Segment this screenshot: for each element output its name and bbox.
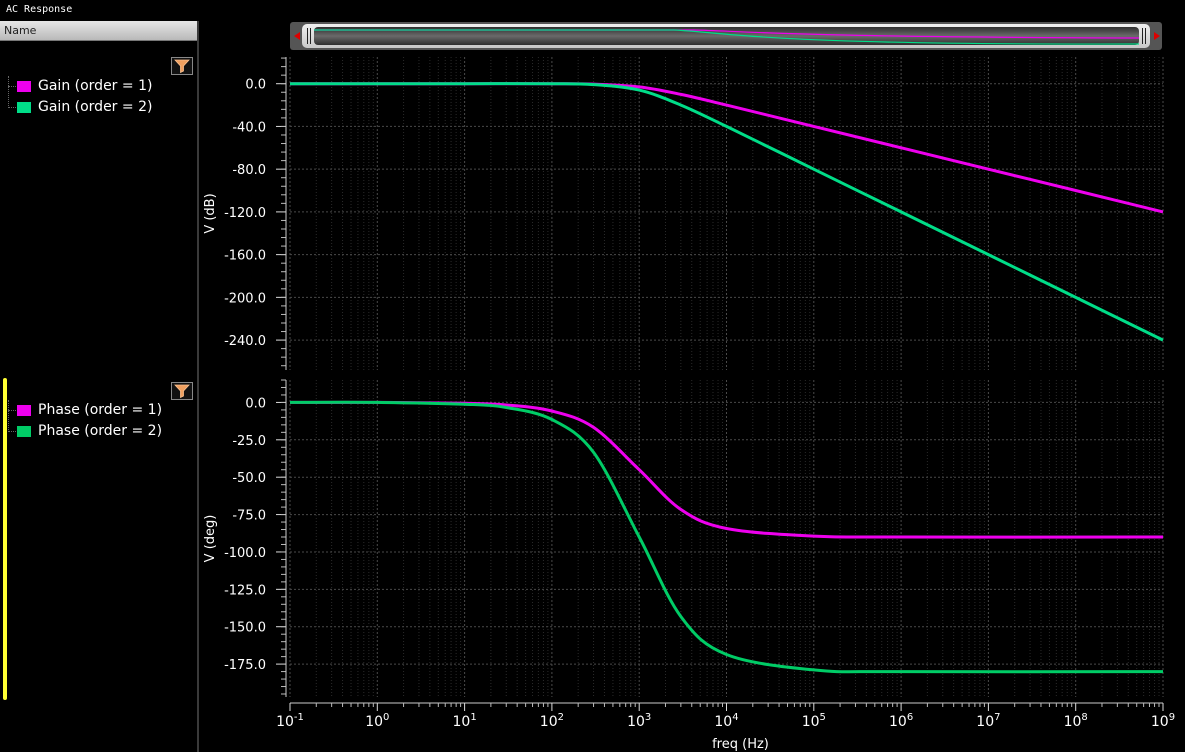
y-axis-label: V (dB)	[203, 193, 218, 233]
y-tick-label: -50.0	[232, 471, 266, 486]
y-tick-label: -25.0	[232, 434, 266, 449]
scroll-left-arrow-icon[interactable]	[292, 31, 302, 41]
y-tick-label: -80.0	[232, 163, 266, 178]
filter-icon[interactable]	[171, 57, 193, 75]
name-header-label: Name	[4, 24, 37, 37]
y-tick-label: -100.0	[224, 546, 266, 561]
gain-legend: Gain (order = 1) Gain (order = 2)	[8, 76, 152, 118]
x-tick-label: 101	[452, 712, 476, 730]
x-tick-label: 107	[976, 712, 1000, 730]
x-tick-label: 10-1	[276, 712, 304, 730]
legend-item-gain-order-2[interactable]: Gain (order = 2)	[8, 97, 152, 118]
legend-item-phase-order-1[interactable]: Phase (order = 1)	[8, 400, 162, 421]
chart-panel-gain: 0.0 -40.0 -80.0 -120.0 -160.0 -200.0 -240.0 V (…	[203, 57, 1164, 370]
legend-item-gain-order-1[interactable]: Gain (order = 1)	[8, 76, 152, 97]
y-tick-label: 0.0	[245, 78, 266, 93]
sidebar-divider[interactable]	[197, 21, 199, 752]
overview-preview	[314, 27, 1140, 45]
y-tick-label: -240.0	[224, 334, 266, 349]
x-tick-label: 100	[365, 712, 389, 730]
y-axis-label: V (deg)	[203, 515, 218, 563]
chart-panel-phase: 0.0 -25.0 -50.0 -75.0 -100.0 -125.0 -150.0 -175…	[203, 379, 1175, 752]
y-tick-label: -125.0	[224, 583, 266, 598]
legend-label: Phase (order = 1)	[38, 402, 163, 418]
scroll-right-arrow-icon[interactable]	[1152, 31, 1162, 41]
name-column-header[interactable]: Name	[0, 21, 198, 41]
x-axis-label: freq (Hz)	[712, 737, 769, 752]
x-tick-label: 109	[1151, 712, 1175, 730]
legend-swatch	[17, 405, 31, 416]
legend-swatch	[17, 426, 31, 437]
series-line-2	[289, 400, 1164, 674]
phase-legend: Phase (order = 1) Phase (order = 2)	[8, 400, 162, 442]
x-tick-label: 105	[802, 712, 826, 730]
y-tick-label: 0.0	[245, 396, 266, 411]
x-tick-label: 103	[627, 712, 651, 730]
x-tick-label: 104	[714, 712, 738, 730]
y-tick-label: -175.0	[224, 658, 266, 673]
window-title: AC Response	[6, 4, 73, 15]
scroll-grip-left-icon[interactable]	[306, 28, 312, 44]
scroll-grip-right-icon[interactable]	[1141, 28, 1147, 44]
y-tick-label: -160.0	[224, 249, 266, 264]
legend-label: Gain (order = 1)	[38, 78, 153, 94]
y-tick-label: -75.0	[232, 509, 266, 524]
series-line-2	[290, 82, 1164, 342]
y-tick-label: -150.0	[224, 621, 266, 636]
x-tick-label: 102	[540, 712, 564, 730]
y-tick-label: -120.0	[224, 206, 266, 221]
legend-swatch	[17, 81, 31, 92]
selected-panel-indicator	[3, 378, 7, 700]
x-tick-label: 108	[1064, 712, 1088, 730]
legend-swatch	[17, 102, 31, 113]
y-tick-label: -200.0	[224, 291, 266, 306]
y-tick-label: -40.0	[232, 120, 266, 135]
legend-label: Phase (order = 2)	[38, 423, 163, 439]
legend-item-phase-order-2[interactable]: Phase (order = 2)	[8, 421, 162, 442]
filter-icon[interactable]	[171, 382, 193, 400]
legend-label: Gain (order = 2)	[38, 99, 153, 115]
x-tick-label: 106	[889, 712, 913, 730]
